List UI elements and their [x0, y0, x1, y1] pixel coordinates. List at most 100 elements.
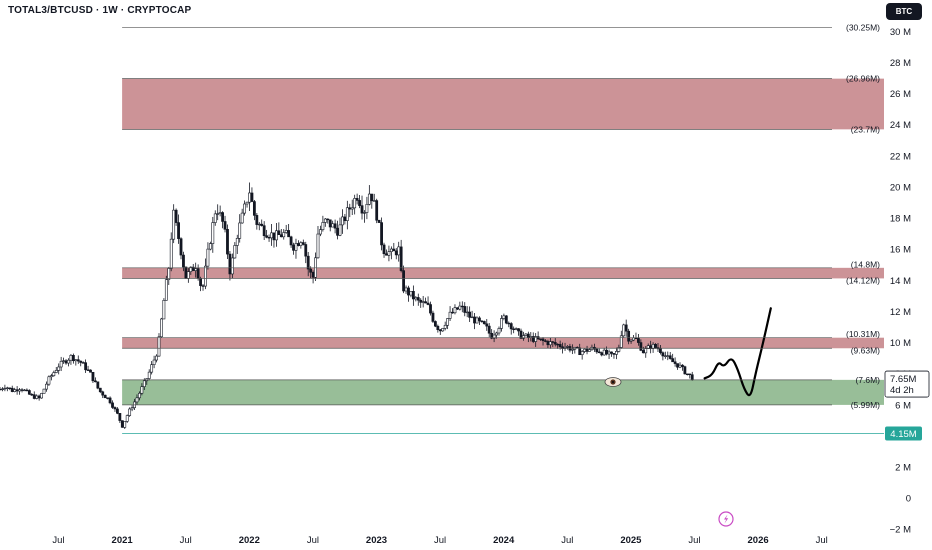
candle-body [585, 348, 589, 352]
candle-body [473, 316, 476, 324]
candle [602, 347, 606, 356]
candle-body [113, 407, 117, 410]
candle [399, 239, 403, 273]
candle [243, 200, 247, 216]
candle [177, 214, 180, 244]
candle [341, 209, 344, 234]
candle [54, 367, 58, 374]
candle-body [341, 216, 344, 226]
candle-body [524, 333, 528, 336]
candle [421, 295, 425, 308]
candle-body [683, 366, 687, 375]
x-tick-label: Jul [434, 535, 446, 546]
lightning-icon[interactable] [718, 511, 734, 527]
candle [221, 211, 224, 229]
candle [262, 221, 266, 241]
candle [79, 360, 83, 367]
candle-body [385, 253, 388, 256]
candle-body [162, 299, 166, 320]
y-tick-label: 14 M [890, 276, 911, 287]
candle-body [377, 219, 381, 223]
y-tick-label: 12 M [890, 307, 911, 318]
candle [284, 224, 288, 234]
candle-body [221, 212, 224, 222]
candle [138, 391, 141, 401]
candle-body [3, 387, 7, 390]
candle-body [69, 355, 73, 361]
candle-body [380, 222, 383, 246]
candle [272, 232, 276, 248]
candle [282, 229, 286, 240]
candle [338, 217, 342, 237]
candle-body [605, 349, 609, 355]
candle-body [509, 323, 513, 330]
candle-body [485, 323, 489, 327]
candle-body [304, 244, 308, 257]
candle-body [93, 380, 97, 383]
candle-body [429, 304, 432, 314]
candle [666, 351, 670, 361]
candle [233, 242, 237, 259]
candle-body [284, 230, 288, 233]
candle [485, 319, 489, 331]
candle [588, 348, 591, 352]
candle-body [0, 388, 2, 391]
x-tick-label: 2022 [239, 535, 260, 546]
candle-body [267, 236, 271, 239]
candle [49, 373, 53, 381]
candle-body [460, 305, 464, 308]
candle [235, 234, 239, 254]
candle [226, 224, 229, 259]
candle [570, 344, 574, 355]
low-price-value: 4.15M [890, 429, 916, 440]
candle [1, 387, 4, 392]
candle [13, 387, 17, 393]
candle-body [407, 287, 410, 296]
candle-body [399, 246, 403, 271]
candle-body [519, 330, 523, 339]
candle-body [690, 374, 694, 381]
candle [89, 369, 92, 373]
candle-body [558, 344, 562, 348]
candle-body [250, 192, 254, 202]
candle-body [164, 279, 168, 301]
candle-body [595, 348, 599, 353]
candle [404, 285, 408, 294]
candle [429, 301, 432, 316]
candle [86, 365, 90, 372]
candle-body [199, 278, 202, 286]
candle-body [262, 225, 266, 237]
candle-body [160, 318, 163, 338]
candle [20, 388, 24, 393]
candle-body [659, 348, 662, 353]
eye-icon[interactable] [604, 377, 622, 387]
candle [448, 306, 452, 322]
candle-body [456, 307, 459, 310]
candle-body [118, 413, 122, 421]
candle [93, 377, 97, 383]
candle [502, 313, 506, 321]
candle [507, 321, 511, 328]
candle-body [248, 192, 251, 203]
candle-body [343, 216, 347, 221]
y-tick-label: 6 M [895, 400, 911, 411]
candle [199, 276, 202, 292]
candle-body [541, 338, 545, 342]
currency-button[interactable]: BTC [886, 3, 922, 20]
candle [460, 301, 464, 313]
candle-body [20, 389, 24, 391]
zone-resistance-0 [122, 78, 885, 130]
candle-body [37, 395, 41, 399]
candle-body [204, 265, 207, 287]
candle [517, 328, 520, 336]
x-axis[interactable]: Jul 2021 Jul 2022 Jul 2023 Jul 2024 Jul 2025 Jul 20… [52, 535, 827, 546]
candle [385, 249, 388, 256]
candle [617, 344, 621, 353]
y-axis[interactable]: 30 M 28 M 26 M 24 M 22 M 20 M 18 M 16 M 14 M 12 M… [890, 27, 911, 536]
candle [659, 344, 662, 355]
candle-body [74, 359, 78, 362]
candle-body [495, 332, 498, 336]
